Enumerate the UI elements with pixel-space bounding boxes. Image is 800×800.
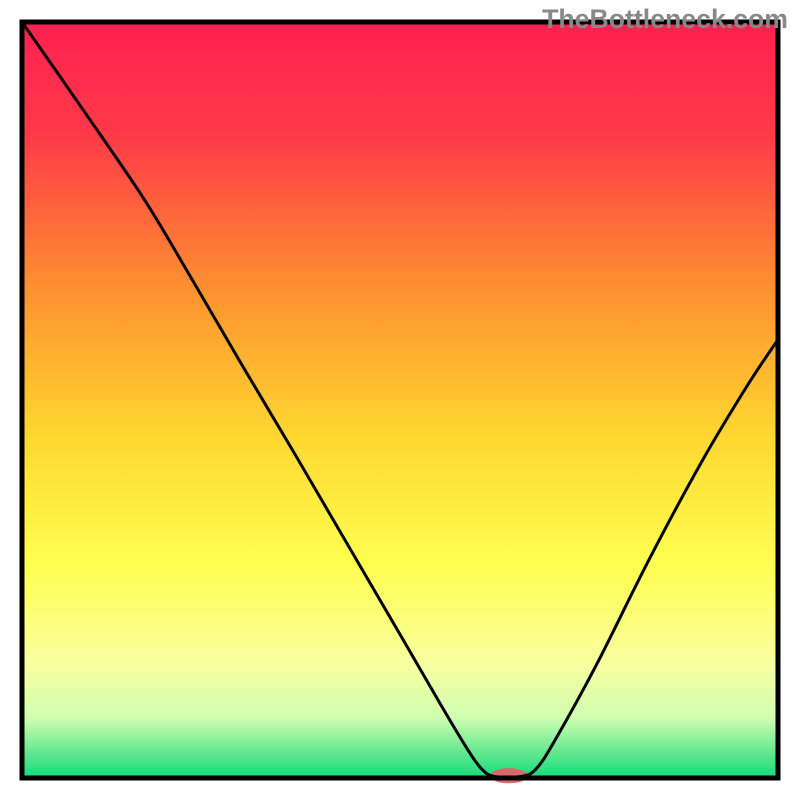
bottleneck-chart <box>0 0 800 800</box>
chart-plot-area <box>22 22 778 778</box>
chart-container: TheBottleneck.com <box>0 0 800 800</box>
watermark-text: TheBottleneck.com <box>542 4 788 35</box>
